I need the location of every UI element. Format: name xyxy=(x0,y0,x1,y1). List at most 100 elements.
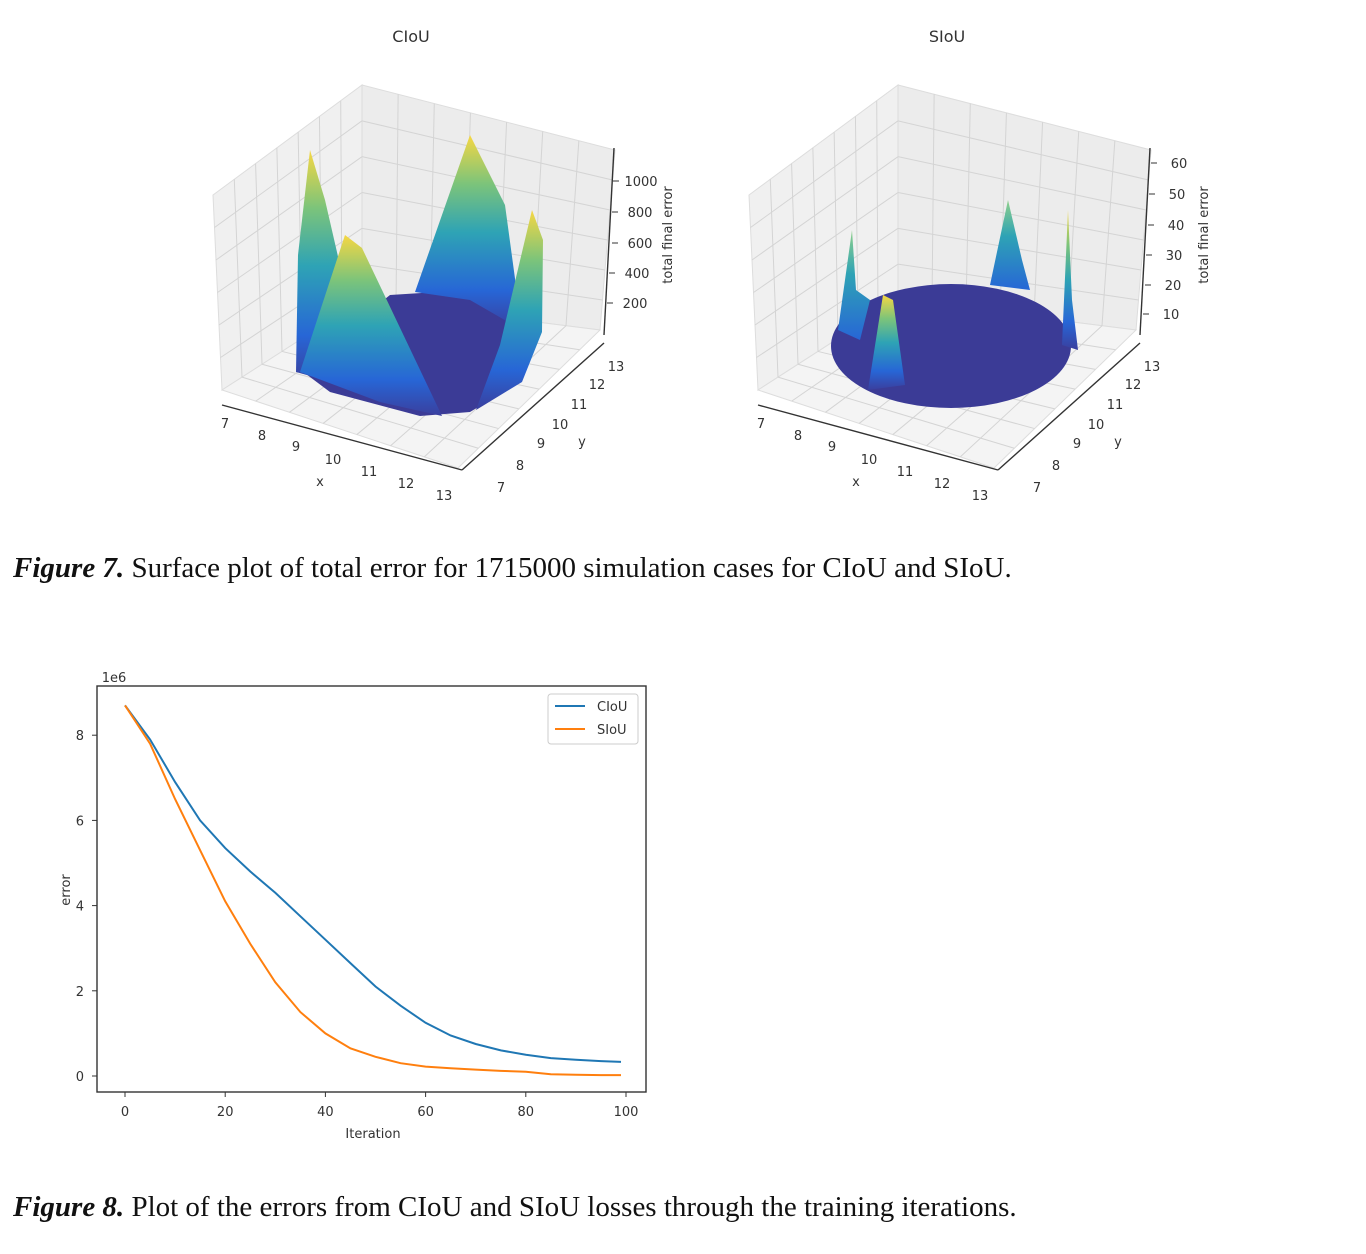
figure-8-label: Figure 8. xyxy=(13,1191,125,1223)
figure-7-caption: Figure 7. Surface plot of total error fo… xyxy=(13,552,1012,585)
surface-peak xyxy=(300,235,442,416)
series-line-siou xyxy=(124,704,621,1077)
x-tick-label: 12 xyxy=(398,477,415,492)
y-tick-label: 2 xyxy=(76,985,84,1000)
surface-title: SIoU xyxy=(929,27,965,46)
z-tick-label: 60 xyxy=(1171,157,1188,172)
figure-7-label: Figure 7. xyxy=(13,552,125,584)
y-tick-label: 11 xyxy=(1107,398,1124,413)
y-tick-label: 13 xyxy=(1144,360,1161,375)
z-axis-line xyxy=(1139,147,1151,336)
y-axis-label: y xyxy=(578,435,586,450)
x-tick-label: 0 xyxy=(121,1105,129,1120)
z-tick-label: 800 xyxy=(628,206,653,221)
y-axis-line xyxy=(997,342,1141,471)
z-axis-line xyxy=(603,147,615,336)
surface-peak xyxy=(476,210,543,410)
y-tick-label: 9 xyxy=(1073,437,1081,452)
x-tick-label: 12 xyxy=(934,477,951,492)
grid-line xyxy=(750,120,899,228)
grid-line xyxy=(218,227,363,326)
z-tick-label: 400 xyxy=(625,267,650,282)
x-tick-label: 80 xyxy=(518,1105,535,1120)
x-tick-label: 8 xyxy=(258,429,266,444)
x-tick-label: 7 xyxy=(757,417,765,432)
y-tick-label: 13 xyxy=(608,360,625,375)
y-tick-label: 11 xyxy=(571,398,588,413)
figure-7-text: Surface plot of total error for 1715000 … xyxy=(124,552,1012,584)
y-tick-label: 10 xyxy=(1088,418,1105,433)
x-tick-label: 40 xyxy=(317,1105,334,1120)
x-tick-label: 8 xyxy=(794,429,802,444)
y-tick-label: 6 xyxy=(76,814,84,829)
grid-line xyxy=(753,192,899,293)
y-tick-label: 9 xyxy=(537,437,545,452)
y-tick-label: 7 xyxy=(1033,481,1041,496)
grid-line xyxy=(215,156,363,261)
y-axis-label: y xyxy=(1114,435,1122,450)
x-axis-label: x xyxy=(316,475,324,490)
line-chart-errors: 0 20 40 60 80 100 0 2 4 6 8 1e6 Iteration error CIoU SI… xyxy=(59,671,647,1142)
y-tick-label: 7 xyxy=(497,481,505,496)
x-tick-label: 11 xyxy=(897,465,914,480)
z-axis-label: total final error xyxy=(1197,186,1212,284)
x-tick-label: 20 xyxy=(217,1105,234,1120)
z-tick-label: 600 xyxy=(628,237,653,252)
y-tick-label: 8 xyxy=(76,729,84,744)
surface-spike xyxy=(1062,210,1078,350)
y-tick-label: 12 xyxy=(589,378,606,393)
surface-plot-ciou: CIoU7891011121378910111213xy200400600800… xyxy=(212,27,676,504)
x-tick-label: 60 xyxy=(417,1105,434,1120)
grid-line xyxy=(361,120,613,181)
y-tick-label: 4 xyxy=(76,900,84,915)
z-tick-label: 30 xyxy=(1166,249,1183,264)
z-tick-label: 1000 xyxy=(624,175,657,190)
z-axis-label: total final error xyxy=(661,186,676,284)
surface-title: CIoU xyxy=(392,27,429,46)
grid-line xyxy=(217,192,363,293)
grid-line xyxy=(897,192,1144,241)
x-tick-label: 100 xyxy=(614,1105,639,1120)
x-axis-label: Iteration xyxy=(345,1127,400,1142)
surface-spike xyxy=(838,230,870,340)
x-axis-line xyxy=(757,404,999,471)
figure-8-text: Plot of the errors from CIoU and SIoU lo… xyxy=(124,1191,1017,1223)
x-tick-label: 13 xyxy=(436,489,453,504)
x-tick-label: 9 xyxy=(828,440,836,455)
grid-line xyxy=(897,156,1147,211)
y-tick-label: 10 xyxy=(552,418,569,433)
x-tick-label: 13 xyxy=(972,489,989,504)
z-tick-label: 20 xyxy=(1165,279,1182,294)
y-axis-label: error xyxy=(59,874,74,906)
x-tick-label: 11 xyxy=(361,465,378,480)
x-tick-label: 10 xyxy=(325,453,342,468)
y-offset-label: 1e6 xyxy=(102,671,127,686)
y-tick-label: 8 xyxy=(516,459,524,474)
y-tick-label: 0 xyxy=(76,1070,84,1085)
y-axis-line xyxy=(461,342,605,471)
surface-peak xyxy=(415,135,522,330)
surface-plot-siou: SIoU7891011121378910111213xy102030405060… xyxy=(748,27,1212,504)
grid-line xyxy=(241,376,479,449)
grid-line xyxy=(777,376,1015,449)
grid-line xyxy=(756,263,899,358)
x-tick-label: 7 xyxy=(221,417,229,432)
figure-8-caption: Figure 8. Plot of the errors from CIoU a… xyxy=(13,1191,1017,1224)
x-tick-label: 10 xyxy=(861,453,878,468)
x-axis-line xyxy=(221,404,463,471)
y-tick-label: 8 xyxy=(1052,459,1060,474)
series-line-ciou xyxy=(124,704,622,1063)
surface-peak xyxy=(990,200,1030,290)
legend-label: SIoU xyxy=(597,723,627,738)
z-tick-label: 10 xyxy=(1163,308,1180,323)
grid-line xyxy=(214,120,363,228)
z-tick-label: 40 xyxy=(1168,219,1185,234)
y-tick-label: 12 xyxy=(1125,378,1142,393)
z-tick-label: 200 xyxy=(623,297,648,312)
legend-label: CIoU xyxy=(597,700,627,715)
grid-line xyxy=(754,227,899,326)
plot-frame xyxy=(96,685,647,1093)
grid-line xyxy=(897,227,1142,271)
grid-line xyxy=(751,156,899,261)
